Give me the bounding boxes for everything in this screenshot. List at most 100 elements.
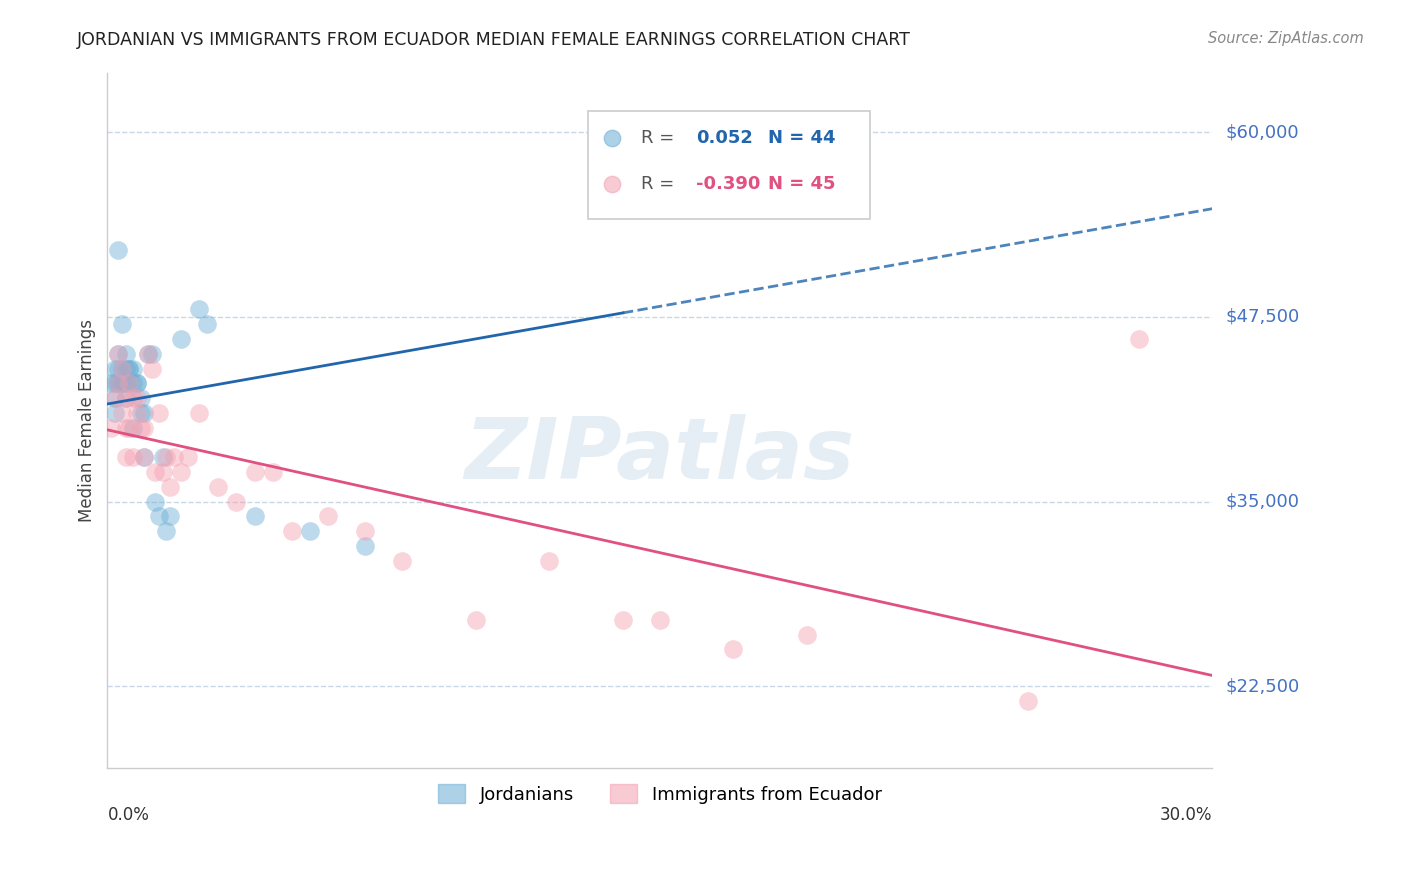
Text: R =: R = [641,175,675,194]
Point [243,509,266,524]
Point [134,450,156,465]
Point [152,465,174,479]
Text: $35,000: $35,000 [1226,492,1299,510]
Point [163,450,186,465]
Point [298,524,321,539]
Text: 30.0%: 30.0% [1160,805,1212,824]
Point [114,450,136,465]
Point [122,376,145,391]
Point [796,628,818,642]
Point [100,376,122,391]
Text: N = 44: N = 44 [768,128,835,146]
Point [318,509,340,524]
Point [111,406,134,420]
Text: Source: ZipAtlas.com: Source: ZipAtlas.com [1208,31,1364,46]
Point [104,361,127,376]
Point [118,376,141,391]
Point [612,613,634,627]
Point [122,361,145,376]
Point [136,347,159,361]
Point [354,524,377,539]
Legend: Jordanians, Immigrants from Ecuador: Jordanians, Immigrants from Ecuador [430,777,889,811]
Point [129,406,152,420]
Point [122,391,145,405]
Point [118,376,141,391]
Text: N = 45: N = 45 [768,175,835,194]
Point [107,376,129,391]
Point [125,376,148,391]
Point [114,391,136,405]
Point [136,347,159,361]
Point [107,347,129,361]
Point [107,347,129,361]
Point [155,524,177,539]
Point [464,613,486,627]
Point [100,421,122,435]
Point [538,554,561,568]
Text: R =: R = [641,128,675,146]
Point [111,318,134,332]
Point [159,480,181,494]
Point [354,539,377,553]
Point [170,332,193,346]
Point [143,494,166,508]
Point [177,450,200,465]
Text: -0.390: -0.390 [696,175,761,194]
Point [243,465,266,479]
Point [129,391,152,405]
Y-axis label: Median Female Earnings: Median Female Earnings [79,318,96,522]
Point [188,302,211,317]
Point [1128,332,1150,346]
Point [207,480,229,494]
Point [107,361,129,376]
Point [155,450,177,465]
Point [143,465,166,479]
Point [225,494,247,508]
Point [148,406,170,420]
Point [723,642,745,657]
Point [114,361,136,376]
Point [118,421,141,435]
Point [104,391,127,405]
Point [125,406,148,420]
Point [832,125,855,139]
Point [188,406,211,420]
Text: 0.0%: 0.0% [107,805,149,824]
Point [648,613,671,627]
Point [195,318,218,332]
Point [159,509,181,524]
Point [134,421,156,435]
Point [111,361,134,376]
Point [141,361,163,376]
Point [118,361,141,376]
Point [111,376,134,391]
Point [104,376,127,391]
Point [104,391,127,405]
Point [141,347,163,361]
FancyBboxPatch shape [588,112,870,219]
Text: $22,500: $22,500 [1226,677,1299,696]
Point [125,376,148,391]
Point [107,376,129,391]
Point [114,421,136,435]
Point [152,450,174,465]
Point [129,421,152,435]
Point [170,465,193,479]
Point [107,244,129,258]
Point [114,391,136,405]
Text: $60,000: $60,000 [1226,123,1299,141]
Point [114,376,136,391]
Point [1017,694,1039,708]
Point [114,347,136,361]
Point [125,391,148,405]
Point [134,406,156,420]
Point [104,406,127,420]
Point [107,376,129,391]
Point [122,450,145,465]
Text: JORDANIAN VS IMMIGRANTS FROM ECUADOR MEDIAN FEMALE EARNINGS CORRELATION CHART: JORDANIAN VS IMMIGRANTS FROM ECUADOR MED… [77,31,911,49]
Text: 0.052: 0.052 [696,128,754,146]
Text: $47,500: $47,500 [1226,308,1299,326]
Point [111,361,134,376]
Point [111,376,134,391]
Point [122,421,145,435]
